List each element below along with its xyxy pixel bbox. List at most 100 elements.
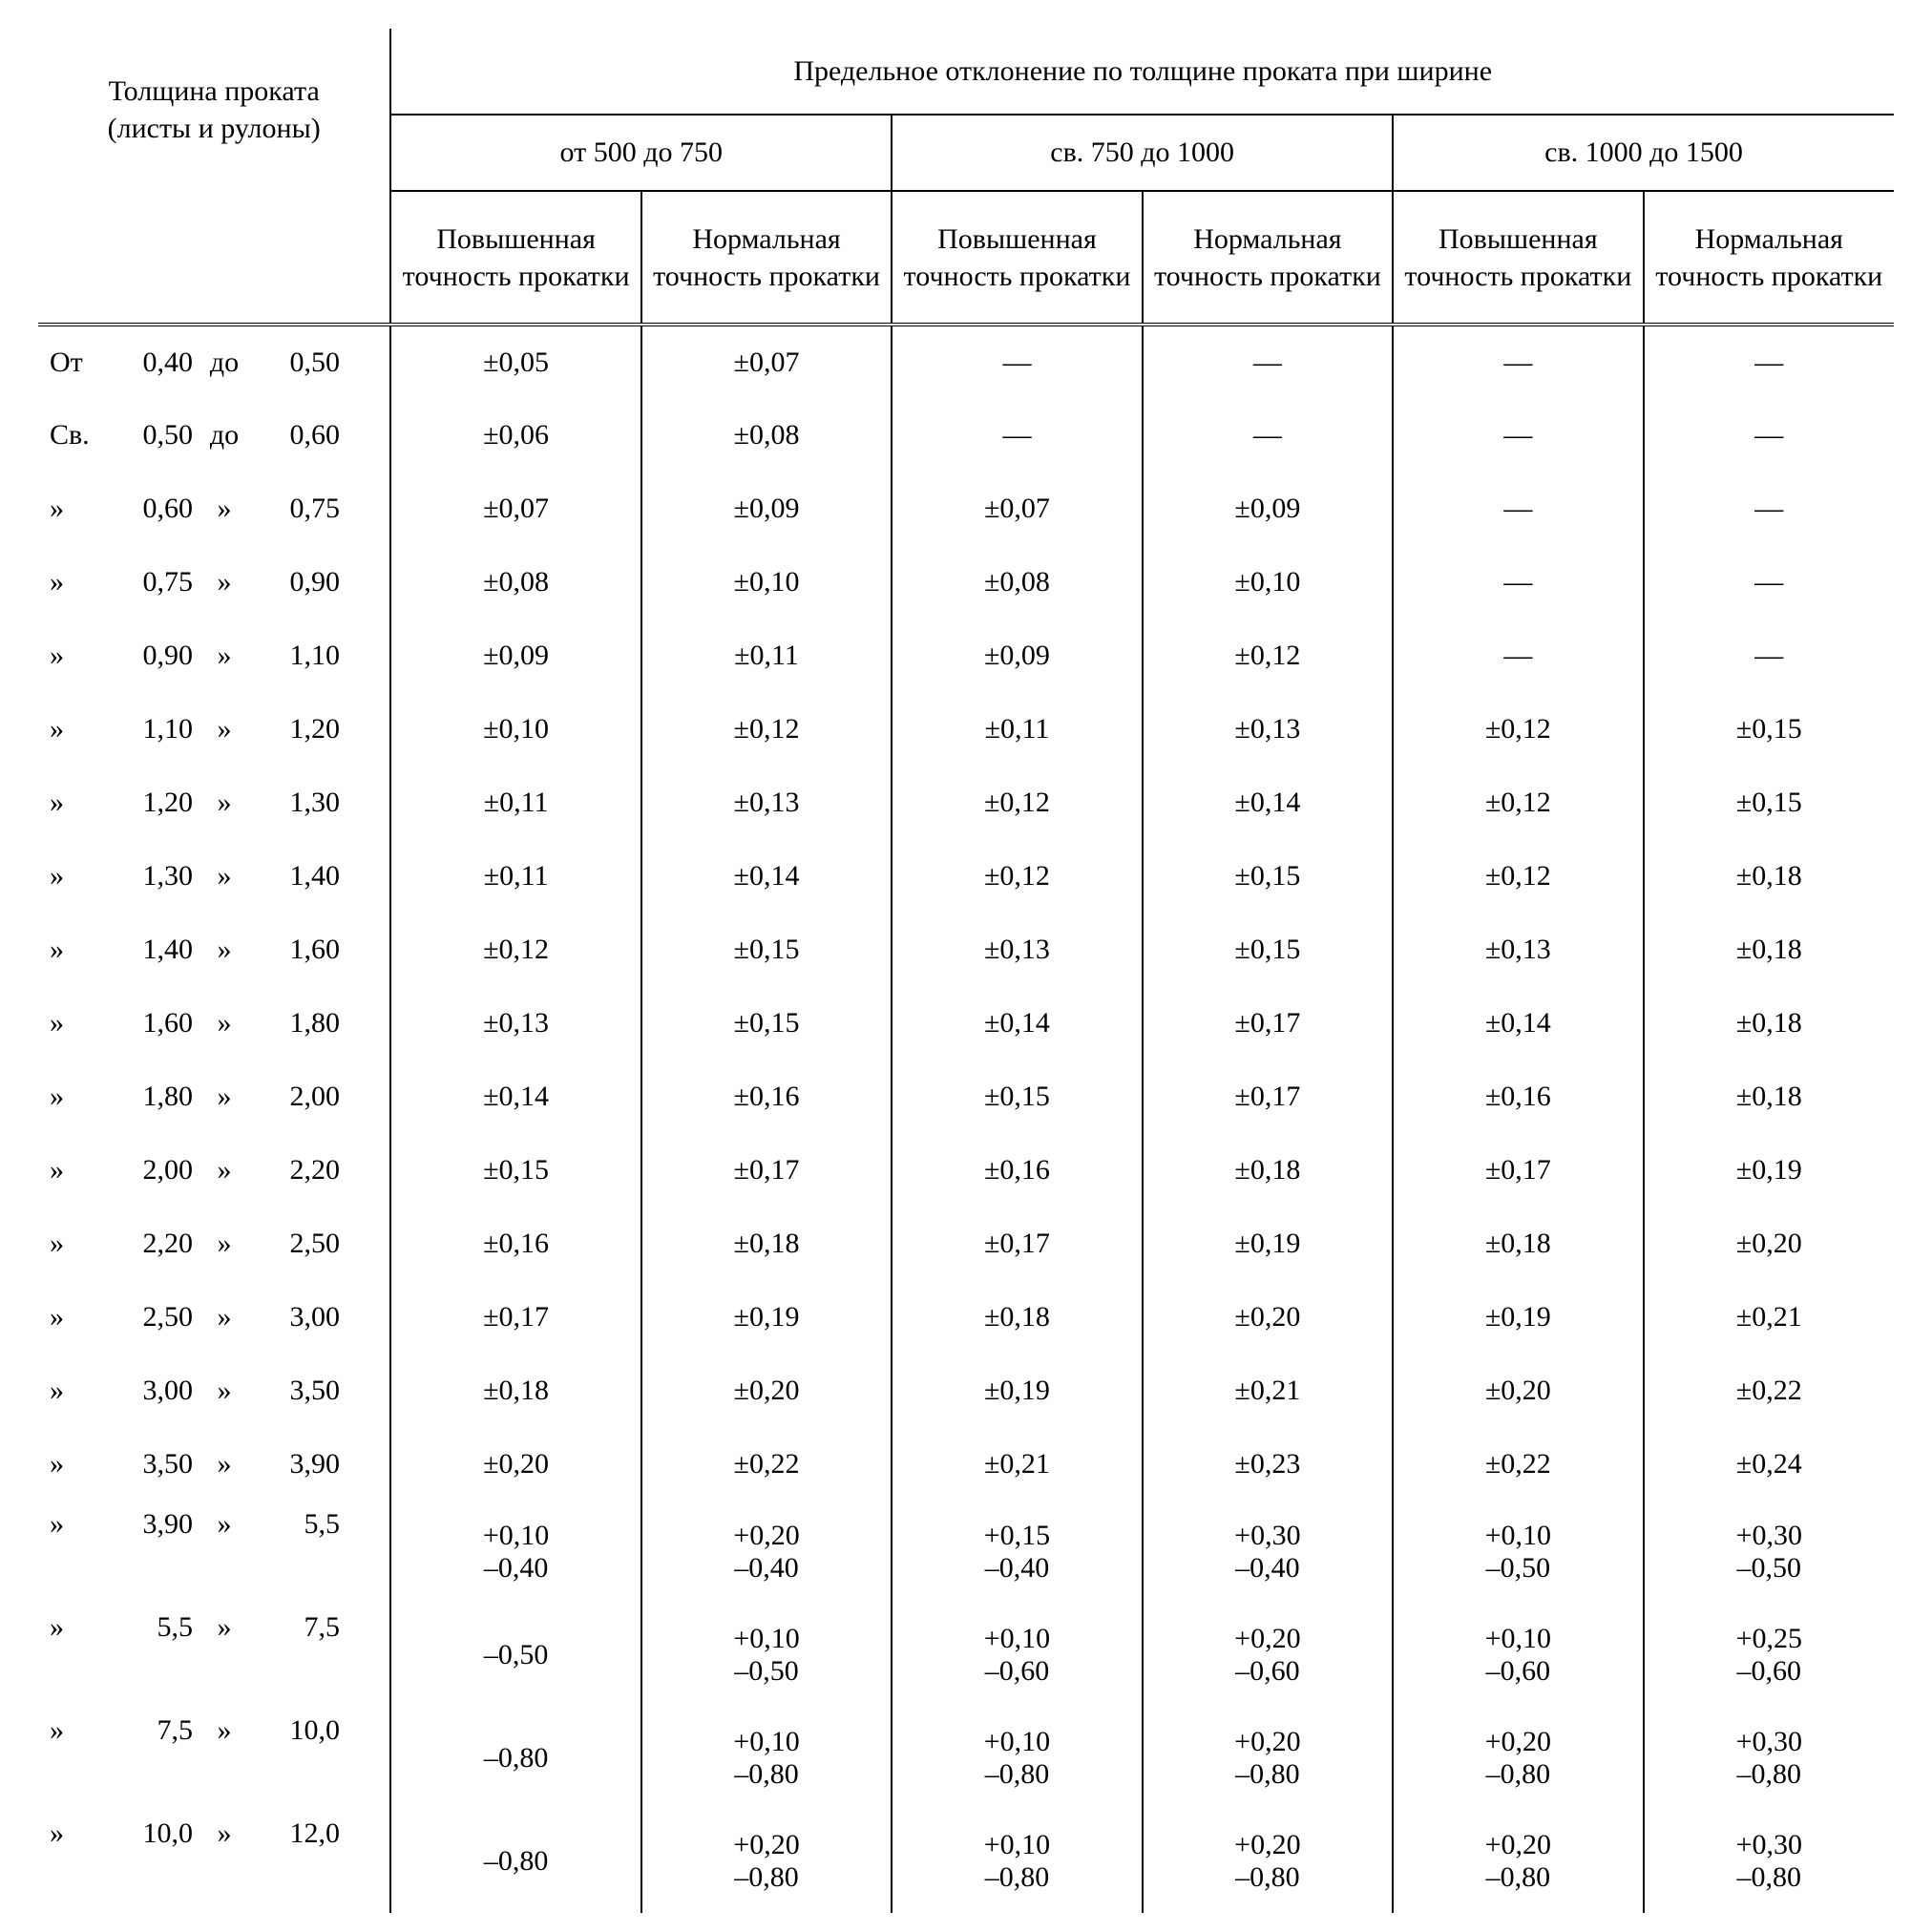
value-cell: ±0,07 (390, 472, 640, 545)
value-cell: +0,10–0,80 (892, 1810, 1142, 1913)
thickness-part: 2,50 (256, 1228, 340, 1260)
tolerance-minus: –0,80 (1394, 1758, 1642, 1792)
value-cell: –0,80 (390, 1707, 640, 1810)
value-cell: ±0,18 (1644, 839, 1894, 913)
tolerance-minus: –0,40 (391, 1552, 640, 1586)
tolerance-plus: +0,20 (1144, 1623, 1392, 1656)
thickness-cell: »0,75»0,90 (38, 545, 390, 619)
thickness-part: 0,90 (256, 566, 340, 598)
thickness-part: 1,80 (109, 1081, 193, 1113)
thickness-part: » (193, 934, 256, 966)
value-cell: ±0,19 (892, 1354, 1142, 1427)
value-cell: ±0,20 (1393, 1354, 1643, 1427)
col-high-1: Повышенная точность прокатки (892, 191, 1142, 325)
thickness-part: » (50, 1817, 109, 1850)
table-row: »0,90»1,10±0,09±0,11±0,09±0,12—— (38, 619, 1894, 692)
tolerance-pair: +0,30–0,50 (1645, 1520, 1894, 1586)
tolerance-pair: +0,30–0,80 (1645, 1829, 1894, 1895)
value-cell: — (1644, 619, 1894, 692)
value-cell: ±0,15 (1644, 766, 1894, 839)
value-cell: — (1393, 398, 1643, 472)
value-cell: ±0,14 (1143, 766, 1393, 839)
value-cell: — (1393, 472, 1643, 545)
value-cell: ±0,20 (1644, 1207, 1894, 1280)
width-range-1: св. 750 до 1000 (892, 115, 1393, 191)
value-cell: ±0,16 (892, 1133, 1142, 1207)
value-cell: ±0,19 (1644, 1133, 1894, 1207)
value-cell: ±0,22 (1644, 1354, 1894, 1427)
value-cell: ±0,18 (1644, 1060, 1894, 1133)
thickness-part: 3,50 (109, 1448, 193, 1480)
thickness-part: 0,50 (109, 419, 193, 452)
tolerance-pair: +0,30–0,80 (1645, 1726, 1894, 1792)
table-row: »1,80»2,00±0,14±0,16±0,15±0,17±0,16±0,18 (38, 1060, 1894, 1133)
thickness-part: » (50, 1611, 109, 1644)
tolerance-plus: +0,10 (1394, 1520, 1642, 1553)
col-high-0: Повышенная точность прокатки (390, 191, 640, 325)
value-cell: ±0,17 (892, 1207, 1142, 1280)
value-cell: –0,80 (390, 1810, 640, 1913)
thickness-part: 0,75 (256, 493, 340, 525)
thickness-part: » (50, 640, 109, 672)
tolerance-minus: –0,80 (892, 1861, 1141, 1895)
thickness-part: 1,20 (109, 787, 193, 819)
value-cell: ±0,07 (892, 472, 1142, 545)
tolerance-plus: +0,25 (1645, 1623, 1894, 1656)
tolerance-plus: +0,30 (1645, 1520, 1894, 1553)
thickness-part: » (50, 566, 109, 598)
thickness-part: 1,40 (256, 860, 340, 892)
tolerance-minus: –0,40 (642, 1552, 891, 1586)
tolerance-plus: +0,10 (1394, 1623, 1642, 1656)
value-cell: ±0,20 (390, 1427, 640, 1501)
thickness-part: 3,00 (109, 1375, 193, 1407)
thickness-part: 1,30 (256, 787, 340, 819)
value-cell: ±0,18 (390, 1354, 640, 1427)
value-cell: ±0,09 (1143, 472, 1393, 545)
value-cell: ±0,19 (641, 1280, 892, 1354)
value-cell: +0,15–0,40 (892, 1501, 1142, 1604)
tolerance-plus: +0,20 (1144, 1726, 1392, 1759)
thickness-part: 0,60 (256, 419, 340, 452)
value-cell: +0,20–0,60 (1143, 1604, 1393, 1707)
value-cell: — (1644, 545, 1894, 619)
thickness-cell: »1,60»1,80 (38, 986, 390, 1060)
table-header: Толщина проката (листы и рулоны) Предель… (38, 29, 1894, 325)
value-cell: +0,20–0,80 (1143, 1707, 1393, 1810)
value-cell: ±0,17 (641, 1133, 892, 1207)
value-cell: ±0,17 (1393, 1133, 1643, 1207)
thickness-part: 0,75 (109, 566, 193, 598)
thickness-cell: »2,00»2,20 (38, 1133, 390, 1207)
tolerance-pair: +0,20–0,80 (1144, 1829, 1392, 1895)
value-cell: ±0,20 (641, 1354, 892, 1427)
thickness-cell: »5,5»7,5 (38, 1604, 390, 1707)
tolerance-minus: –0,50 (642, 1655, 891, 1689)
table-row: »2,50»3,00±0,17±0,19±0,18±0,20±0,19±0,21 (38, 1280, 1894, 1354)
table-row: »3,90»5,5+0,10–0,40+0,20–0,40+0,15–0,40+… (38, 1501, 1894, 1604)
value-cell: ±0,18 (1644, 913, 1894, 986)
tolerance-pair: +0,25–0,60 (1645, 1623, 1894, 1689)
tolerance-pair: +0,20–0,80 (1394, 1829, 1642, 1895)
tolerance-minus: –0,80 (1144, 1861, 1392, 1895)
value-cell: ±0,12 (1393, 692, 1643, 766)
thickness-part: 1,80 (256, 1007, 340, 1040)
thickness-part: От (50, 346, 109, 379)
value-cell: ±0,21 (1143, 1354, 1393, 1427)
value-cell: ±0,20 (1143, 1280, 1393, 1354)
value-cell: ±0,06 (390, 398, 640, 472)
thickness-part: 0,90 (109, 640, 193, 672)
value-cell: — (1393, 545, 1643, 619)
thickness-part: до (193, 346, 256, 379)
tolerance-plus: +0,10 (391, 1520, 640, 1553)
thickness-cell: »3,90»5,5 (38, 1501, 390, 1604)
thickness-part: 0,40 (109, 346, 193, 379)
thickness-cell: Св.0,50до0,60 (38, 398, 390, 472)
value-cell: ±0,13 (892, 913, 1142, 986)
value-cell: ±0,07 (641, 325, 892, 398)
tolerance-plus: +0,20 (642, 1520, 891, 1553)
value-cell: — (892, 398, 1142, 472)
thickness-header: Толщина проката (листы и рулоны) (38, 73, 389, 147)
tolerance-plus: +0,10 (642, 1623, 891, 1656)
tolerance-minus: –0,80 (642, 1861, 891, 1895)
tolerance-pair: +0,15–0,40 (892, 1520, 1141, 1586)
value-cell: ±0,08 (641, 398, 892, 472)
